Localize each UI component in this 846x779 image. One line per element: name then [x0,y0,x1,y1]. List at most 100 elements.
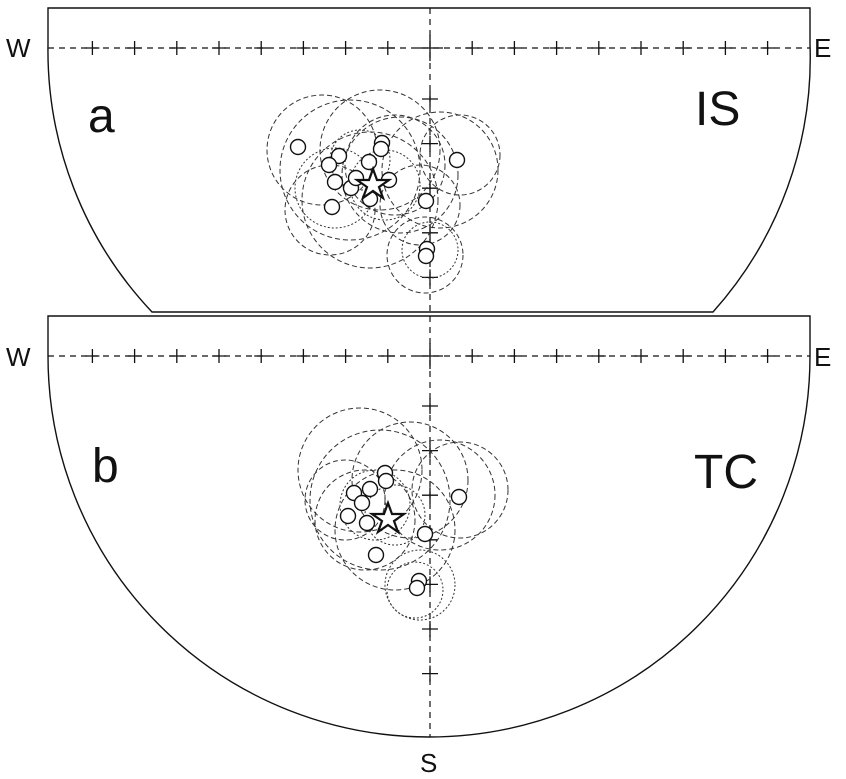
panel-b-site-means [339,464,468,597]
panel-b-confidence-circle [351,421,469,539]
panel-a-ew-tick [212,41,226,55]
panel-b-ew-tick [465,349,480,363]
panel-a-confidence-circle [344,114,446,216]
panel-b-confidence-circle [384,439,496,551]
panel-a-site-mean [289,138,307,156]
panel-a-site-mean [372,140,390,158]
panel-b-mean-direction-star [368,499,408,535]
panel-a-ew-tick [718,41,733,55]
panel-a-ew-tick [760,41,775,55]
panel-b-ew-tick [85,349,100,363]
panel-a-confidence-circle [381,111,499,229]
panel-b-ns-tick [422,398,438,414]
panel-b-confidence-circle [297,407,423,533]
panel-a-ns-tick [422,135,438,152]
panel-b-site-mean [361,480,379,498]
panel-b-site-mean [408,579,426,597]
panel-b-ns-tick [422,487,438,504]
panel-a-confidence-circle [386,216,464,294]
panel-a-confidence-circle [401,221,459,279]
panel-a-confidence-circle [301,131,439,269]
panel-b-site-mean [377,472,395,490]
panel-b-ew-tick [338,349,353,363]
panel-b-ew-tick [380,349,395,363]
panel-b-ns-tick [422,665,438,682]
panel-a-center-cross [417,35,443,61]
panel-b-confidence-circle [339,469,411,541]
panel-b-confidence-circle [384,549,456,621]
panel-b-site-mean [367,546,385,564]
panel-a-ew-tick [676,41,691,55]
panel-b-site-mean [353,494,371,512]
panel-b-center-cross [417,343,443,369]
compass-east-label-b: E [814,342,831,372]
panel-b-outline [47,315,811,738]
panel-a-ticks [85,35,775,286]
panel-b-confidence-circle [334,469,456,591]
panel-a-confidence-circle [419,114,501,196]
panel-b: W E S b TC [6,315,831,778]
panel-b-ew-tick [169,349,184,363]
panel-a-ew-tick [549,41,564,55]
panel-a-confidence-circle [379,164,461,246]
panel-a-site-means [289,134,466,265]
panel-b-confidence-circle [411,441,509,539]
panel-a-site-mean [417,247,435,265]
panel-a-site-mean [320,156,338,174]
panel-a-ew-tick [85,41,100,55]
panel-b-ew-tick [591,349,606,363]
panel-b-ew-tick [760,349,775,363]
panel-b-confidence-circles [297,407,509,621]
panel-b-ew-tick [549,349,564,363]
compass-west-label-b: W [6,342,31,372]
panel-a-site-mean [323,198,341,216]
panel-a-site-mean [417,192,435,210]
panel-b-ew-tick [507,349,522,363]
panel-b-site-mean [339,507,357,525]
panel-b-ew-tick [296,349,311,363]
panel-b-site-mean [450,488,468,506]
panel-a-letter: a [88,90,115,143]
panel-b-site-mean [416,525,434,543]
panel-b-confidence-circle [386,561,444,619]
panel-a-confidence-circle [279,99,421,241]
panel-a-ew-tick [338,41,353,55]
panel-b-ns-tick [422,621,438,637]
panel-a-ns-tick [422,91,438,107]
panel-b-ew-tick [127,349,142,363]
panel-b-confidence-circle [304,459,386,541]
panel-a-site-mean [448,151,466,169]
panel-a-confidence-circle [319,89,441,211]
panel-a-ew-tick [380,41,395,55]
panel-b-confidence-circle [364,484,426,546]
panel-a-ew-tick [127,41,142,55]
panel-a-ew-tick [465,41,480,55]
panel-a-confidence-circle [341,116,459,234]
panel-b-ew-tick [212,349,226,363]
compass-west-label: W [6,33,31,63]
compass-east-label: E [814,33,831,63]
panel-b-ew-tick [254,349,269,363]
panel-a-confidence-circle [329,129,391,191]
panel-b-ticks [85,343,775,682]
panel-b-ew-tick [718,349,733,363]
panel-a: W E a IS [6,7,831,313]
panel-b-ew-tick [634,349,648,363]
panel-a-ew-tick [296,41,311,55]
panel-a-site-mean [326,173,344,191]
panel-a-ew-tick [254,41,269,55]
panel-b-confidence-circle [314,469,416,571]
panel-a-ew-tick [591,41,606,55]
panel-b-code: TC [694,446,758,499]
panel-a-ew-tick [634,41,648,55]
panel-a-ew-tick [169,41,184,55]
panel-a-mean-direction-star [353,165,393,201]
panel-b-site-mean [358,514,376,532]
panel-b-ew-tick [676,349,691,363]
panel-a-code: IS [695,83,740,136]
compass-south-label: S [420,748,437,778]
panel-a-outline [47,7,811,313]
panel-a-site-mean [360,153,378,171]
panel-a-ew-tick [507,41,522,55]
